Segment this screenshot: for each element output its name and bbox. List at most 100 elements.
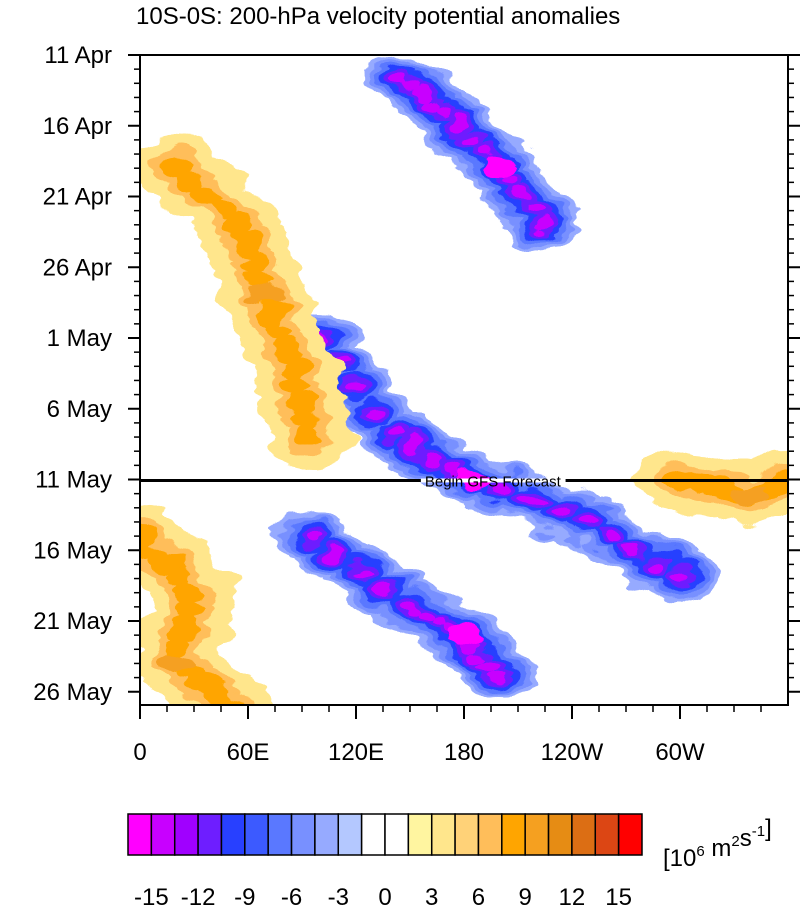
heatmap-blob-78 — [422, 96, 442, 109]
colorbar-swatch-13 — [430, 813, 456, 856]
heatmap-blob-363 — [161, 157, 191, 179]
colorbar-tick-label-9: 12 — [559, 884, 586, 911]
heatmap-blob-202 — [493, 484, 512, 496]
heatmap-blob-299 — [472, 650, 492, 663]
colorbar-tick-label-8: 9 — [519, 884, 532, 911]
y-tick-label-6: 11 May — [35, 467, 112, 494]
colorbar-tick-label-0: -15 — [134, 884, 169, 911]
heatmap-blob-81 — [447, 119, 467, 132]
colorbar-swatch-21 — [617, 813, 643, 856]
colorbar-swatch-9 — [337, 813, 363, 856]
heatmap-blob-82 — [461, 134, 481, 146]
heatmap-blob-193 — [346, 381, 366, 394]
axes: 11 Apr 16 Apr 21 Apr 26 Apr 1 May 6 May 11 May… — [33, 42, 800, 766]
heatmap-blob-366 — [208, 200, 238, 222]
heatmap-blob-89 — [535, 218, 555, 231]
heatmap-peak-90 — [482, 158, 518, 179]
y-tick-label-8: 21 May — [33, 608, 112, 635]
heatmap-blob-375 — [264, 320, 295, 342]
x-tick-label-2: 120E — [328, 739, 384, 766]
heatmap-blob-301 — [490, 671, 510, 684]
heatmap-blob-365 — [192, 186, 223, 207]
heatmap-blob-293 — [414, 608, 433, 620]
y-tick-label-5: 6 May — [47, 396, 112, 423]
heatmap-blob-381 — [291, 408, 322, 430]
colorbar-swatch-16 — [501, 813, 526, 856]
heatmap-blob-379 — [282, 373, 313, 395]
heatmap-blob-198 — [423, 452, 442, 465]
heatmap-blob-376 — [271, 338, 301, 360]
heatmap-blob-199 — [443, 463, 462, 475]
x-tick-label-4: 120W — [541, 739, 604, 766]
forecast-label: Begin GFS Forecast — [425, 474, 562, 491]
heatmap-peak-383 — [248, 285, 284, 306]
y-tick-label-9: 26 May — [33, 679, 112, 706]
heatmap-blob-374 — [258, 302, 288, 324]
heatmap-blob-364 — [177, 171, 207, 193]
colorbar-tick-label-3: -6 — [281, 884, 302, 911]
heatmap-blob-380 — [287, 391, 317, 413]
colorbar-swatch-0 — [127, 813, 153, 856]
x-tick-label-5: 60W — [655, 739, 705, 766]
colorbar-swatch-8 — [314, 813, 340, 856]
heatmap-blob-87 — [513, 190, 532, 203]
y-tick-label-4: 1 May — [47, 325, 112, 352]
heatmap-blob-197 — [403, 441, 422, 454]
heatmap-blob-294 — [427, 615, 447, 627]
colorbar-swatch-11 — [384, 813, 410, 856]
x-tick-label-3: 180 — [444, 739, 484, 766]
heatmap-blob-382 — [296, 426, 326, 448]
heatmap-blob-371 — [244, 267, 274, 289]
heatmap-blob-290 — [376, 583, 395, 595]
heatmap-blob-204 — [551, 505, 570, 518]
forecast-annotation: Begin GFS Forecast — [140, 474, 788, 491]
heatmap-blob-300 — [481, 661, 501, 673]
colorbar: -15 -12 -9 -6 -3 0 3 6 9 12 15 [106 m2s-1] — [127, 813, 772, 911]
heatmap-peak-444 — [158, 653, 194, 674]
heatmap-blob-288 — [326, 547, 345, 560]
y-tick-label-2: 21 Apr — [43, 184, 112, 211]
colorbar-units: [106 m2s-1] — [663, 815, 772, 872]
colorbar-tick-label-2: -9 — [234, 884, 255, 911]
heatmap-blob-88 — [524, 204, 543, 217]
heatmap-blob-196 — [382, 431, 402, 443]
y-tick-label-7: 16 May — [33, 537, 112, 564]
heatmap-blob-77 — [412, 88, 431, 100]
heatmap-blob-292 — [400, 601, 420, 613]
heatmap-blob-443 — [215, 695, 245, 705]
chart-title: 10S-0S: 200-hPa velocity potential anoma… — [136, 3, 620, 30]
colorbar-tick-label-5: 0 — [378, 884, 391, 911]
colorbar-swatch-6 — [267, 813, 293, 856]
colorbar-swatch-2 — [173, 813, 199, 856]
colorbar-swatch-14 — [454, 813, 480, 856]
heatmap-blob-207 — [603, 530, 622, 542]
heatmap-blob-75 — [391, 70, 411, 83]
colorbar-swatch-1 — [150, 813, 176, 856]
y-tick-label-1: 16 Apr — [43, 113, 112, 140]
heatmap-blob-369 — [231, 232, 261, 253]
colorbar-tick-label-7: 6 — [472, 884, 485, 911]
heatmap-blob-86 — [502, 176, 521, 189]
y-tick-label-0: 11 Apr — [44, 42, 112, 69]
colorbar-swatch-4 — [220, 813, 246, 856]
colorbar-tick-label-6: 3 — [425, 884, 438, 911]
heatmap-blob-434 — [179, 582, 209, 604]
colorbar-swatch-5 — [244, 813, 269, 856]
heatmap-blob-435 — [174, 599, 205, 621]
colorbar-swatch-18 — [547, 813, 573, 856]
heatmap-blob-436 — [170, 617, 200, 639]
heatmap-field — [140, 55, 788, 705]
x-tick-label-1: 60E — [227, 739, 270, 766]
heatmap-blob-368 — [224, 214, 254, 236]
heatmap-blob-203 — [522, 494, 541, 507]
colorbar-swatch-7 — [290, 813, 316, 856]
heatmap-blob-378 — [278, 355, 308, 377]
colorbar-tick-label-10: 15 — [605, 884, 632, 911]
heatmap-blob-437 — [165, 635, 196, 657]
heatmap-blob-80 — [433, 105, 452, 118]
colorbar-swatch-12 — [407, 813, 433, 856]
heatmap-blob-210 — [670, 572, 690, 585]
heatmap-blob-206 — [580, 516, 600, 528]
heatmap-blob-287 — [301, 530, 321, 542]
